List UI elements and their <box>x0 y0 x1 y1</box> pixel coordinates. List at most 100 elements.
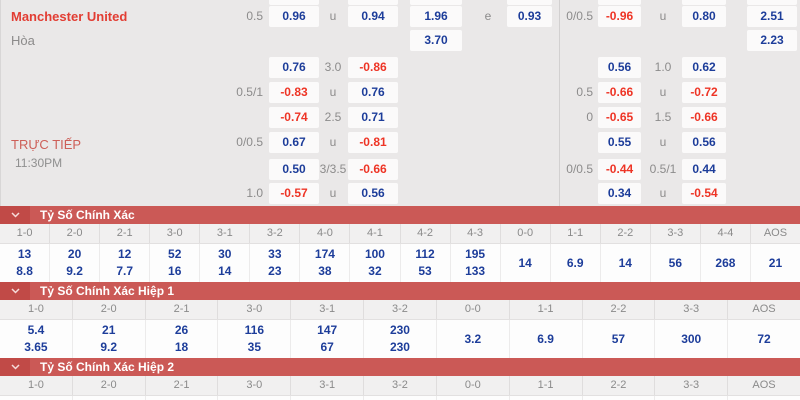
score-label-0-0: 0-0 <box>501 224 551 243</box>
odds-box[interactable]: 0.44 <box>682 159 726 180</box>
score-label-4-0: 4-0 <box>300 224 351 243</box>
section-header[interactable]: Tỷ Số Chính Xác Hiệp 2 <box>0 358 800 376</box>
score-odds-cell-3-1 <box>291 396 365 400</box>
score-label-1-0: 1-0 <box>0 376 73 395</box>
score-odds-cell-3-1[interactable]: 30 14 <box>200 244 251 282</box>
score-odds-cell-2-1[interactable]: 12 7.7 <box>100 244 151 282</box>
handicap-label: 1.0 <box>246 186 263 200</box>
odds-box[interactable]: -0.57 <box>269 183 319 204</box>
score-odds-cell-3-3[interactable]: 56 <box>651 244 701 282</box>
score-odds-cell-1-1[interactable]: 6.9 <box>510 320 583 358</box>
line-label: 1.0 <box>654 60 672 74</box>
score-odds-cell-3-3[interactable]: 300 <box>655 320 729 358</box>
odds-box <box>598 0 641 5</box>
score-odds-cell-3-3 <box>655 396 729 400</box>
odds-box[interactable]: -0.83 <box>269 82 319 103</box>
odds-box[interactable]: 0.56 <box>348 183 398 204</box>
odds-box[interactable]: -0.96 <box>598 6 641 27</box>
chevron-down-icon[interactable] <box>0 358 30 376</box>
odds-box[interactable]: 0.71 <box>348 107 398 128</box>
score-odds-cell-4-2[interactable]: 112 53 <box>401 244 451 282</box>
odds-box[interactable]: 0.56 <box>598 57 641 78</box>
section-header[interactable]: Tỷ Số Chính Xác Hiệp 1 <box>0 282 800 300</box>
odds-box[interactable]: 3.70 <box>410 30 462 51</box>
chevron-down-icon[interactable] <box>0 282 30 300</box>
odds-box[interactable]: -0.72 <box>682 82 726 103</box>
score-odds-cell-0-0[interactable]: 14 <box>501 244 551 282</box>
odds-row: 0.5/1 -0.83 u 0.76 0.5 -0.66 u -0.72 <box>1 82 800 103</box>
score-odds-cell-0-0[interactable]: 3.2 <box>437 320 510 358</box>
odds-box[interactable]: 0.80 <box>682 6 726 27</box>
match-odds-panel: Manchester United Hòa TRỰC TIẾP 11:30PM … <box>0 0 800 206</box>
score-odds-cell-4-4[interactable]: 268 <box>701 244 751 282</box>
odds-box[interactable]: 0.55 <box>598 132 641 153</box>
score-odds-cell-1-0[interactable]: 13 8.8 <box>0 244 51 282</box>
score-odds-cell-2-2[interactable]: 14 <box>601 244 651 282</box>
live-label: TRỰC TIẾP <box>11 137 82 152</box>
score-label-2-0: 2-0 <box>73 376 146 395</box>
odds-box[interactable]: 0.96 <box>269 6 319 27</box>
odds-box[interactable]: 0.76 <box>348 82 398 103</box>
odds-box[interactable]: -0.65 <box>598 107 641 128</box>
odds-box[interactable]: 0.34 <box>598 183 641 204</box>
score-odds-cell-3-0[interactable]: 116 35 <box>218 320 292 358</box>
odds-box[interactable]: 0.62 <box>682 57 726 78</box>
odds-group-divider <box>559 0 560 206</box>
draw-label: Hòa <box>11 33 35 48</box>
score-odds-cell-2-1[interactable]: 26 18 <box>146 320 219 358</box>
score-odds-cell-4-3[interactable]: 195 133 <box>451 244 501 282</box>
section-title: Tỷ Số Chính Xác <box>40 208 135 222</box>
odds-box <box>507 0 552 5</box>
score-odds-cell-AOS[interactable]: 21 <box>768 255 783 270</box>
odds-box[interactable]: 0.93 <box>507 6 552 27</box>
score-odds-cell-3-2[interactable]: 230 230 <box>364 320 437 358</box>
score-odds-cell-4-1[interactable]: 100 32 <box>350 244 401 282</box>
score-odds-cell-2-1 <box>146 396 219 400</box>
line-label: u <box>659 135 667 149</box>
score-label-3-3: 3-3 <box>655 376 729 395</box>
score-odds-cell-3-2[interactable]: 33 23 <box>250 244 301 282</box>
odds-box[interactable]: -0.54 <box>682 183 726 204</box>
team-name[interactable]: Manchester United <box>11 9 128 24</box>
score-odds-cell-1-0[interactable]: 5.4 3.65 <box>0 320 73 358</box>
score-label-AOS: AOS <box>752 303 776 315</box>
odds-box[interactable]: 0.50 <box>269 159 319 180</box>
odds-box[interactable]: 2.51 <box>747 6 797 27</box>
score-values-row: 5.4 3.65 21 9.2 26 18 116 35 147 67 230 230 3.2 6.9 57… <box>0 320 800 358</box>
score-odds-cell-4-0[interactable]: 174 38 <box>300 244 351 282</box>
odds-box[interactable]: -0.86 <box>348 57 398 78</box>
section-header[interactable]: Tỷ Số Chính Xác <box>0 206 800 224</box>
chevron-down-icon[interactable] <box>0 206 30 224</box>
score-label-3-1: 3-1 <box>291 376 365 395</box>
score-label-2-0: 2-0 <box>73 300 146 319</box>
line-label: u <box>659 186 667 200</box>
odds-box[interactable]: 2.23 <box>747 30 797 51</box>
odds-box[interactable]: 0.56 <box>682 132 726 153</box>
odds-box[interactable]: 1.96 <box>410 6 462 27</box>
score-label-3-1: 3-1 <box>200 224 251 243</box>
line-label: e <box>484 9 492 23</box>
odds-box[interactable]: -0.44 <box>598 159 641 180</box>
score-odds-cell-3-1[interactable]: 147 67 <box>291 320 365 358</box>
score-label-AOS: AOS <box>752 379 776 391</box>
score-values-row <box>0 396 800 400</box>
cutoff-odds-row <box>1 0 800 5</box>
score-label-3-0: 3-0 <box>218 376 292 395</box>
odds-box[interactable]: -0.66 <box>682 107 726 128</box>
score-odds-cell-2-0[interactable]: 20 9.2 <box>50 244 101 282</box>
score-odds-cell-2-0[interactable]: 21 9.2 <box>73 320 146 358</box>
odds-box[interactable]: 0.94 <box>348 6 398 27</box>
odds-box[interactable]: 0.67 <box>269 132 319 153</box>
odds-box[interactable]: 0.76 <box>269 57 319 78</box>
score-odds-cell-3-0[interactable]: 52 16 <box>150 244 201 282</box>
score-odds-cell-AOS[interactable]: 72 <box>757 331 771 346</box>
score-label-2-1: 2-1 <box>146 300 219 319</box>
score-odds-cell-2-2[interactable]: 57 <box>583 320 656 358</box>
odds-box[interactable]: -0.66 <box>348 159 398 180</box>
score-odds-cell-1-1[interactable]: 6.9 <box>551 244 601 282</box>
score-label-3-1: 3-1 <box>291 300 365 319</box>
score-label-1-1: 1-1 <box>510 376 583 395</box>
odds-box[interactable]: -0.74 <box>269 107 319 128</box>
odds-box[interactable]: -0.66 <box>598 82 641 103</box>
odds-box[interactable]: -0.81 <box>348 132 398 153</box>
